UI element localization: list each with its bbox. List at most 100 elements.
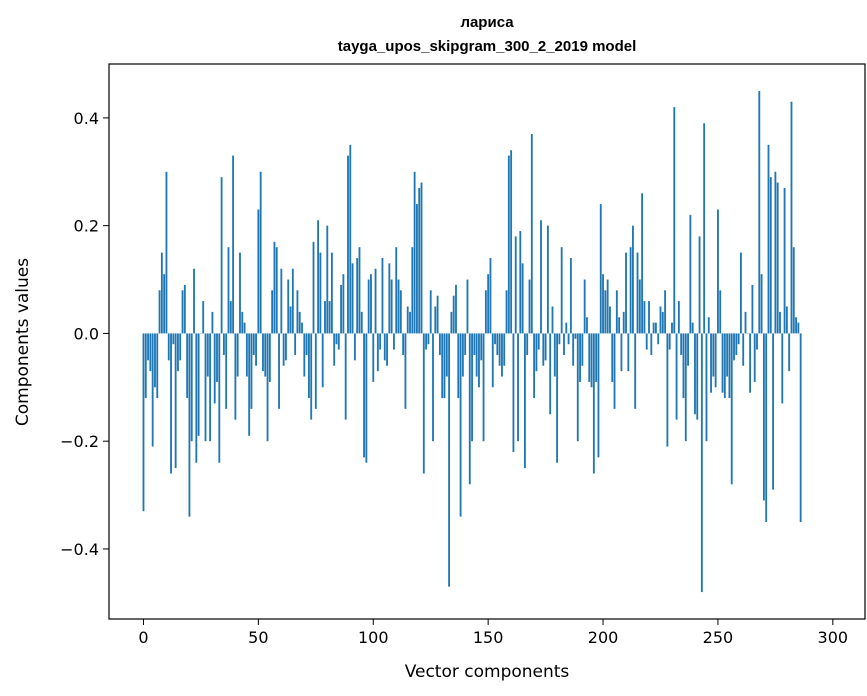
bar-87 bbox=[342, 274, 345, 334]
bar-34 bbox=[220, 177, 223, 334]
bar-21 bbox=[190, 333, 193, 442]
bar-253 bbox=[723, 333, 726, 399]
bar-184 bbox=[565, 322, 568, 334]
bar-51 bbox=[259, 171, 262, 334]
bar-66 bbox=[294, 333, 297, 355]
bar-57 bbox=[273, 241, 276, 334]
bar-99 bbox=[370, 274, 372, 334]
bar-194 bbox=[588, 333, 591, 382]
bar-246 bbox=[707, 317, 710, 334]
y-tick-label: 0.4 bbox=[74, 109, 99, 128]
bar-130 bbox=[441, 333, 444, 399]
bar-128 bbox=[436, 295, 439, 334]
bar-150 bbox=[487, 274, 490, 334]
bar-45 bbox=[245, 333, 248, 377]
bar-224 bbox=[657, 333, 660, 345]
bar-252 bbox=[721, 333, 724, 393]
bar-30 bbox=[211, 311, 214, 334]
bar-225 bbox=[659, 306, 662, 334]
bar-171 bbox=[535, 333, 538, 372]
bar-137 bbox=[457, 333, 460, 399]
bar-205 bbox=[613, 333, 616, 409]
bar-71 bbox=[305, 333, 308, 355]
bar-273 bbox=[769, 177, 772, 334]
bar-163 bbox=[517, 333, 519, 442]
bar-269 bbox=[760, 274, 763, 334]
bar-113 bbox=[402, 333, 405, 355]
bar-166 bbox=[524, 333, 526, 469]
bar-68 bbox=[298, 311, 301, 334]
bar-82 bbox=[330, 252, 333, 334]
bar-202 bbox=[606, 279, 609, 334]
bar-165 bbox=[521, 263, 524, 334]
bar-132 bbox=[445, 333, 448, 377]
chart-title: лариса bbox=[460, 14, 514, 31]
bar-239 bbox=[691, 322, 694, 334]
bar-98 bbox=[367, 279, 370, 334]
bar-120 bbox=[418, 187, 421, 334]
bar-264 bbox=[749, 333, 752, 393]
bar-147 bbox=[480, 333, 483, 361]
bar-109 bbox=[393, 333, 395, 350]
bar-176 bbox=[546, 225, 549, 334]
bar-9 bbox=[163, 274, 166, 334]
bar-179 bbox=[553, 333, 556, 377]
bar-229 bbox=[668, 333, 671, 350]
bar-230 bbox=[671, 322, 673, 334]
bar-86 bbox=[340, 284, 343, 334]
bar-139 bbox=[461, 333, 464, 377]
bar-175 bbox=[544, 333, 547, 361]
bar-185 bbox=[567, 333, 570, 345]
bar-95 bbox=[360, 311, 363, 334]
bar-35 bbox=[222, 333, 225, 355]
bar-193 bbox=[586, 317, 588, 334]
bar-26 bbox=[202, 301, 205, 334]
bar-220 bbox=[648, 301, 650, 334]
bar-28 bbox=[206, 333, 209, 377]
bar-108 bbox=[390, 279, 393, 334]
bar-41 bbox=[236, 333, 239, 377]
bar-274 bbox=[772, 333, 775, 490]
bar-265 bbox=[751, 284, 754, 334]
bar-285 bbox=[797, 322, 800, 334]
y-axis-label: Components values bbox=[13, 258, 33, 426]
bar-232 bbox=[675, 333, 678, 420]
bar-267 bbox=[756, 333, 758, 350]
bar-227 bbox=[664, 290, 667, 334]
bar-277 bbox=[779, 311, 781, 334]
bar-169 bbox=[530, 134, 533, 334]
bar-233 bbox=[677, 301, 680, 334]
x-tick-label: 200 bbox=[588, 628, 619, 647]
bar-260 bbox=[740, 252, 742, 334]
bar-206 bbox=[615, 290, 618, 334]
bar-174 bbox=[542, 333, 545, 366]
bar-119 bbox=[416, 204, 418, 334]
bar-187 bbox=[572, 333, 575, 366]
bar-61 bbox=[282, 333, 285, 366]
bar-271 bbox=[765, 333, 768, 523]
bar-56 bbox=[271, 290, 274, 334]
bar-244 bbox=[703, 123, 706, 334]
bar-138 bbox=[459, 333, 462, 517]
bar-50 bbox=[257, 209, 260, 334]
bar-235 bbox=[682, 333, 685, 399]
bar-5 bbox=[154, 333, 156, 388]
bar-172 bbox=[537, 333, 540, 350]
bar-27 bbox=[204, 333, 207, 442]
bar-212 bbox=[629, 247, 632, 334]
x-tick-label: 100 bbox=[358, 628, 389, 647]
bar-112 bbox=[399, 290, 402, 334]
bar-238 bbox=[689, 214, 692, 334]
bar-156 bbox=[501, 333, 503, 377]
bar-284 bbox=[795, 317, 797, 334]
bar-23 bbox=[195, 333, 198, 463]
bar-1 bbox=[144, 333, 147, 399]
bar-168 bbox=[528, 279, 531, 334]
bar-10 bbox=[165, 171, 168, 334]
bar-13 bbox=[172, 333, 175, 345]
bar-255 bbox=[728, 333, 731, 399]
bar-94 bbox=[358, 247, 361, 334]
bar-53 bbox=[264, 333, 267, 377]
bar-123 bbox=[425, 333, 428, 350]
bar-142 bbox=[468, 333, 471, 485]
